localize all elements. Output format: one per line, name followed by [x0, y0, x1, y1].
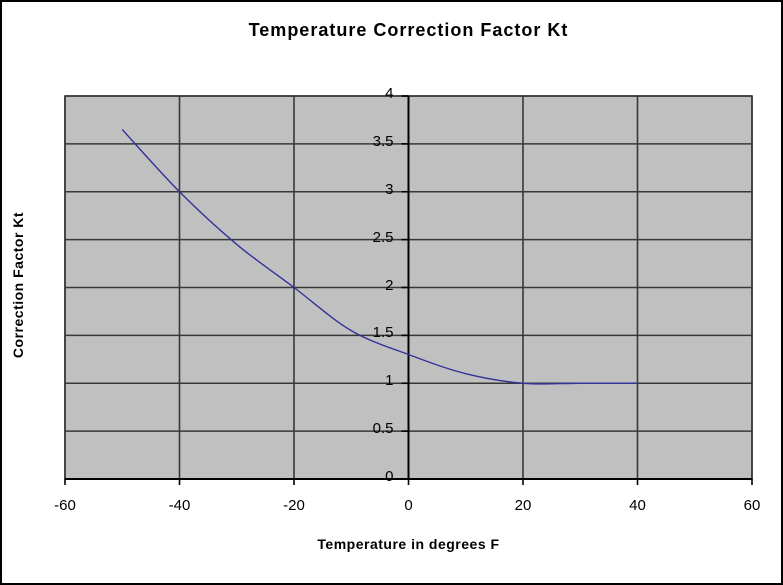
- x-tick-label: -20: [283, 497, 305, 514]
- y-tick-label: 2.5: [372, 228, 394, 246]
- chart-title: Temperature Correction Factor Kt: [248, 20, 569, 40]
- x-tick-label: 60: [743, 497, 761, 514]
- y-tick-label: 1.5: [372, 324, 394, 342]
- y-tick-label: 4: [385, 85, 394, 102]
- x-tick-label: -40: [168, 497, 191, 514]
- x-tick-label: 40: [629, 497, 646, 514]
- y-tick-label: 3.5: [372, 132, 394, 150]
- kt-curve: [121, 129, 638, 385]
- x-tick-label: 0: [404, 497, 413, 514]
- y-tick-label: 1: [385, 372, 394, 390]
- y-tick-label: 0: [385, 468, 394, 485]
- y-tick-label: 0.5: [372, 420, 394, 438]
- x-tick-label: -60: [54, 497, 76, 514]
- x-axis-title: Temperature in degrees F: [317, 536, 500, 552]
- x-tick-label: 20: [514, 497, 532, 514]
- y-tick-label: 3: [385, 180, 394, 198]
- y-tick-label: 2: [385, 276, 394, 294]
